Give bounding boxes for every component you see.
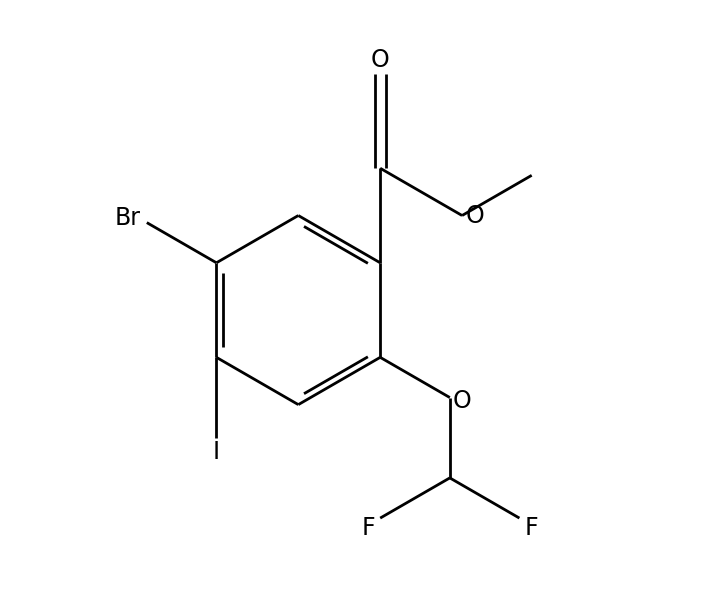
Text: O: O (465, 203, 484, 228)
Text: O: O (371, 49, 390, 72)
Text: F: F (524, 516, 538, 540)
Text: F: F (362, 516, 375, 540)
Text: Br: Br (115, 206, 141, 230)
Text: I: I (213, 440, 220, 464)
Text: O: O (452, 389, 471, 413)
